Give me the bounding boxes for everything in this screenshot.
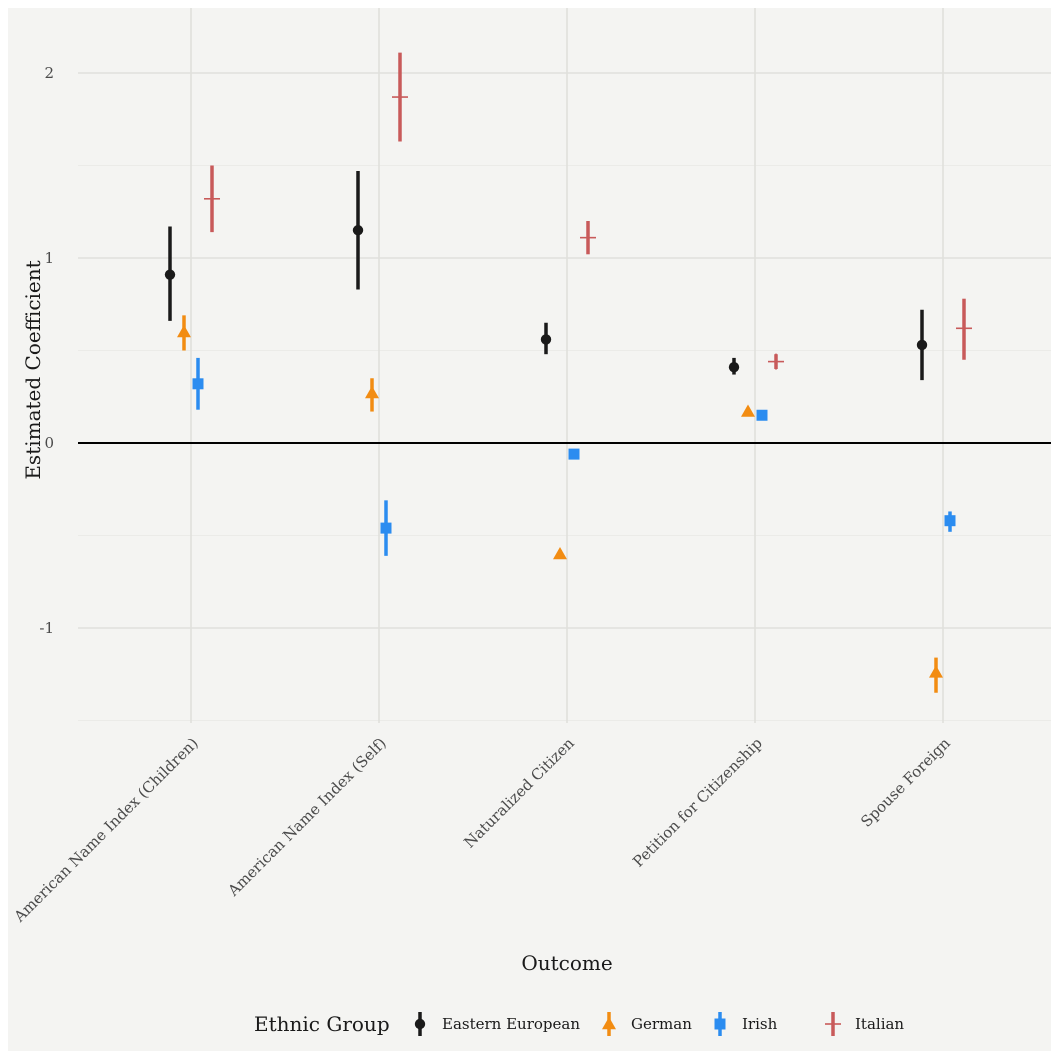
- x-tick-label: American Name Index (Children): [10, 734, 202, 926]
- data-point: [380, 522, 392, 534]
- legend-item: Irish: [714, 1012, 778, 1036]
- legend: Ethnic Group Eastern European German Irish…: [254, 1012, 904, 1036]
- x-tick-label: Petition for Citizenship: [629, 734, 766, 871]
- legend-items: Eastern European German Irish Italian: [414, 1012, 904, 1036]
- series-italian: [204, 52, 972, 370]
- data-point: [916, 339, 928, 351]
- y-tick-label: 0: [44, 434, 54, 452]
- legend-key-marker: [825, 1016, 841, 1032]
- gridlines: [78, 8, 1051, 723]
- legend-key-marker: [714, 1018, 726, 1030]
- data-marks: [164, 52, 972, 693]
- data-point: [164, 269, 176, 280]
- legend-label: Italian: [855, 1015, 904, 1033]
- x-tick-label: Spouse Foreign: [857, 734, 954, 831]
- data-point: [756, 409, 768, 421]
- y-tick-label: -1: [39, 619, 54, 637]
- data-point: [177, 325, 191, 338]
- y-tick-labels: -1 0 1 2: [39, 64, 54, 637]
- data-point: [352, 225, 364, 236]
- series-german: [177, 315, 943, 693]
- data-point: [741, 404, 755, 417]
- y-tick-label: 1: [44, 249, 54, 267]
- series-irish: [192, 357, 956, 556]
- data-point: [929, 665, 943, 678]
- data-point: [944, 515, 956, 527]
- data-point: [768, 353, 784, 370]
- legend-label: Eastern European: [442, 1015, 580, 1033]
- data-point: [204, 190, 220, 207]
- series-eastern-european: [164, 171, 928, 381]
- x-tick-label: Naturalized Citizen: [460, 734, 578, 852]
- x-tick-label: American Name Index (Self): [224, 734, 390, 900]
- data-point: [956, 320, 972, 337]
- data-point: [568, 448, 580, 460]
- data-point: [580, 229, 596, 246]
- y-axis-title: Estimated Coefficient: [21, 260, 45, 479]
- x-axis-title: Outcome: [521, 951, 612, 975]
- legend-item: German: [602, 1012, 692, 1036]
- plot-background: [8, 8, 1051, 1051]
- data-point: [365, 386, 379, 399]
- data-point: [192, 378, 204, 390]
- x-tick-labels: American Name Index (Children) American N…: [10, 734, 954, 926]
- legend-label: Irish: [742, 1015, 778, 1033]
- data-point: [728, 361, 740, 373]
- legend-item: Eastern European: [414, 1012, 580, 1036]
- legend-key-marker: [414, 1018, 426, 1030]
- y-tick-label: 2: [44, 64, 54, 82]
- data-point: [392, 89, 408, 106]
- legend-label: German: [631, 1015, 692, 1033]
- legend-item: Italian: [825, 1012, 904, 1036]
- data-point: [540, 334, 552, 345]
- data-point: [553, 547, 567, 560]
- legend-title: Ethnic Group: [254, 1012, 390, 1036]
- legend-key-marker: [602, 1017, 616, 1030]
